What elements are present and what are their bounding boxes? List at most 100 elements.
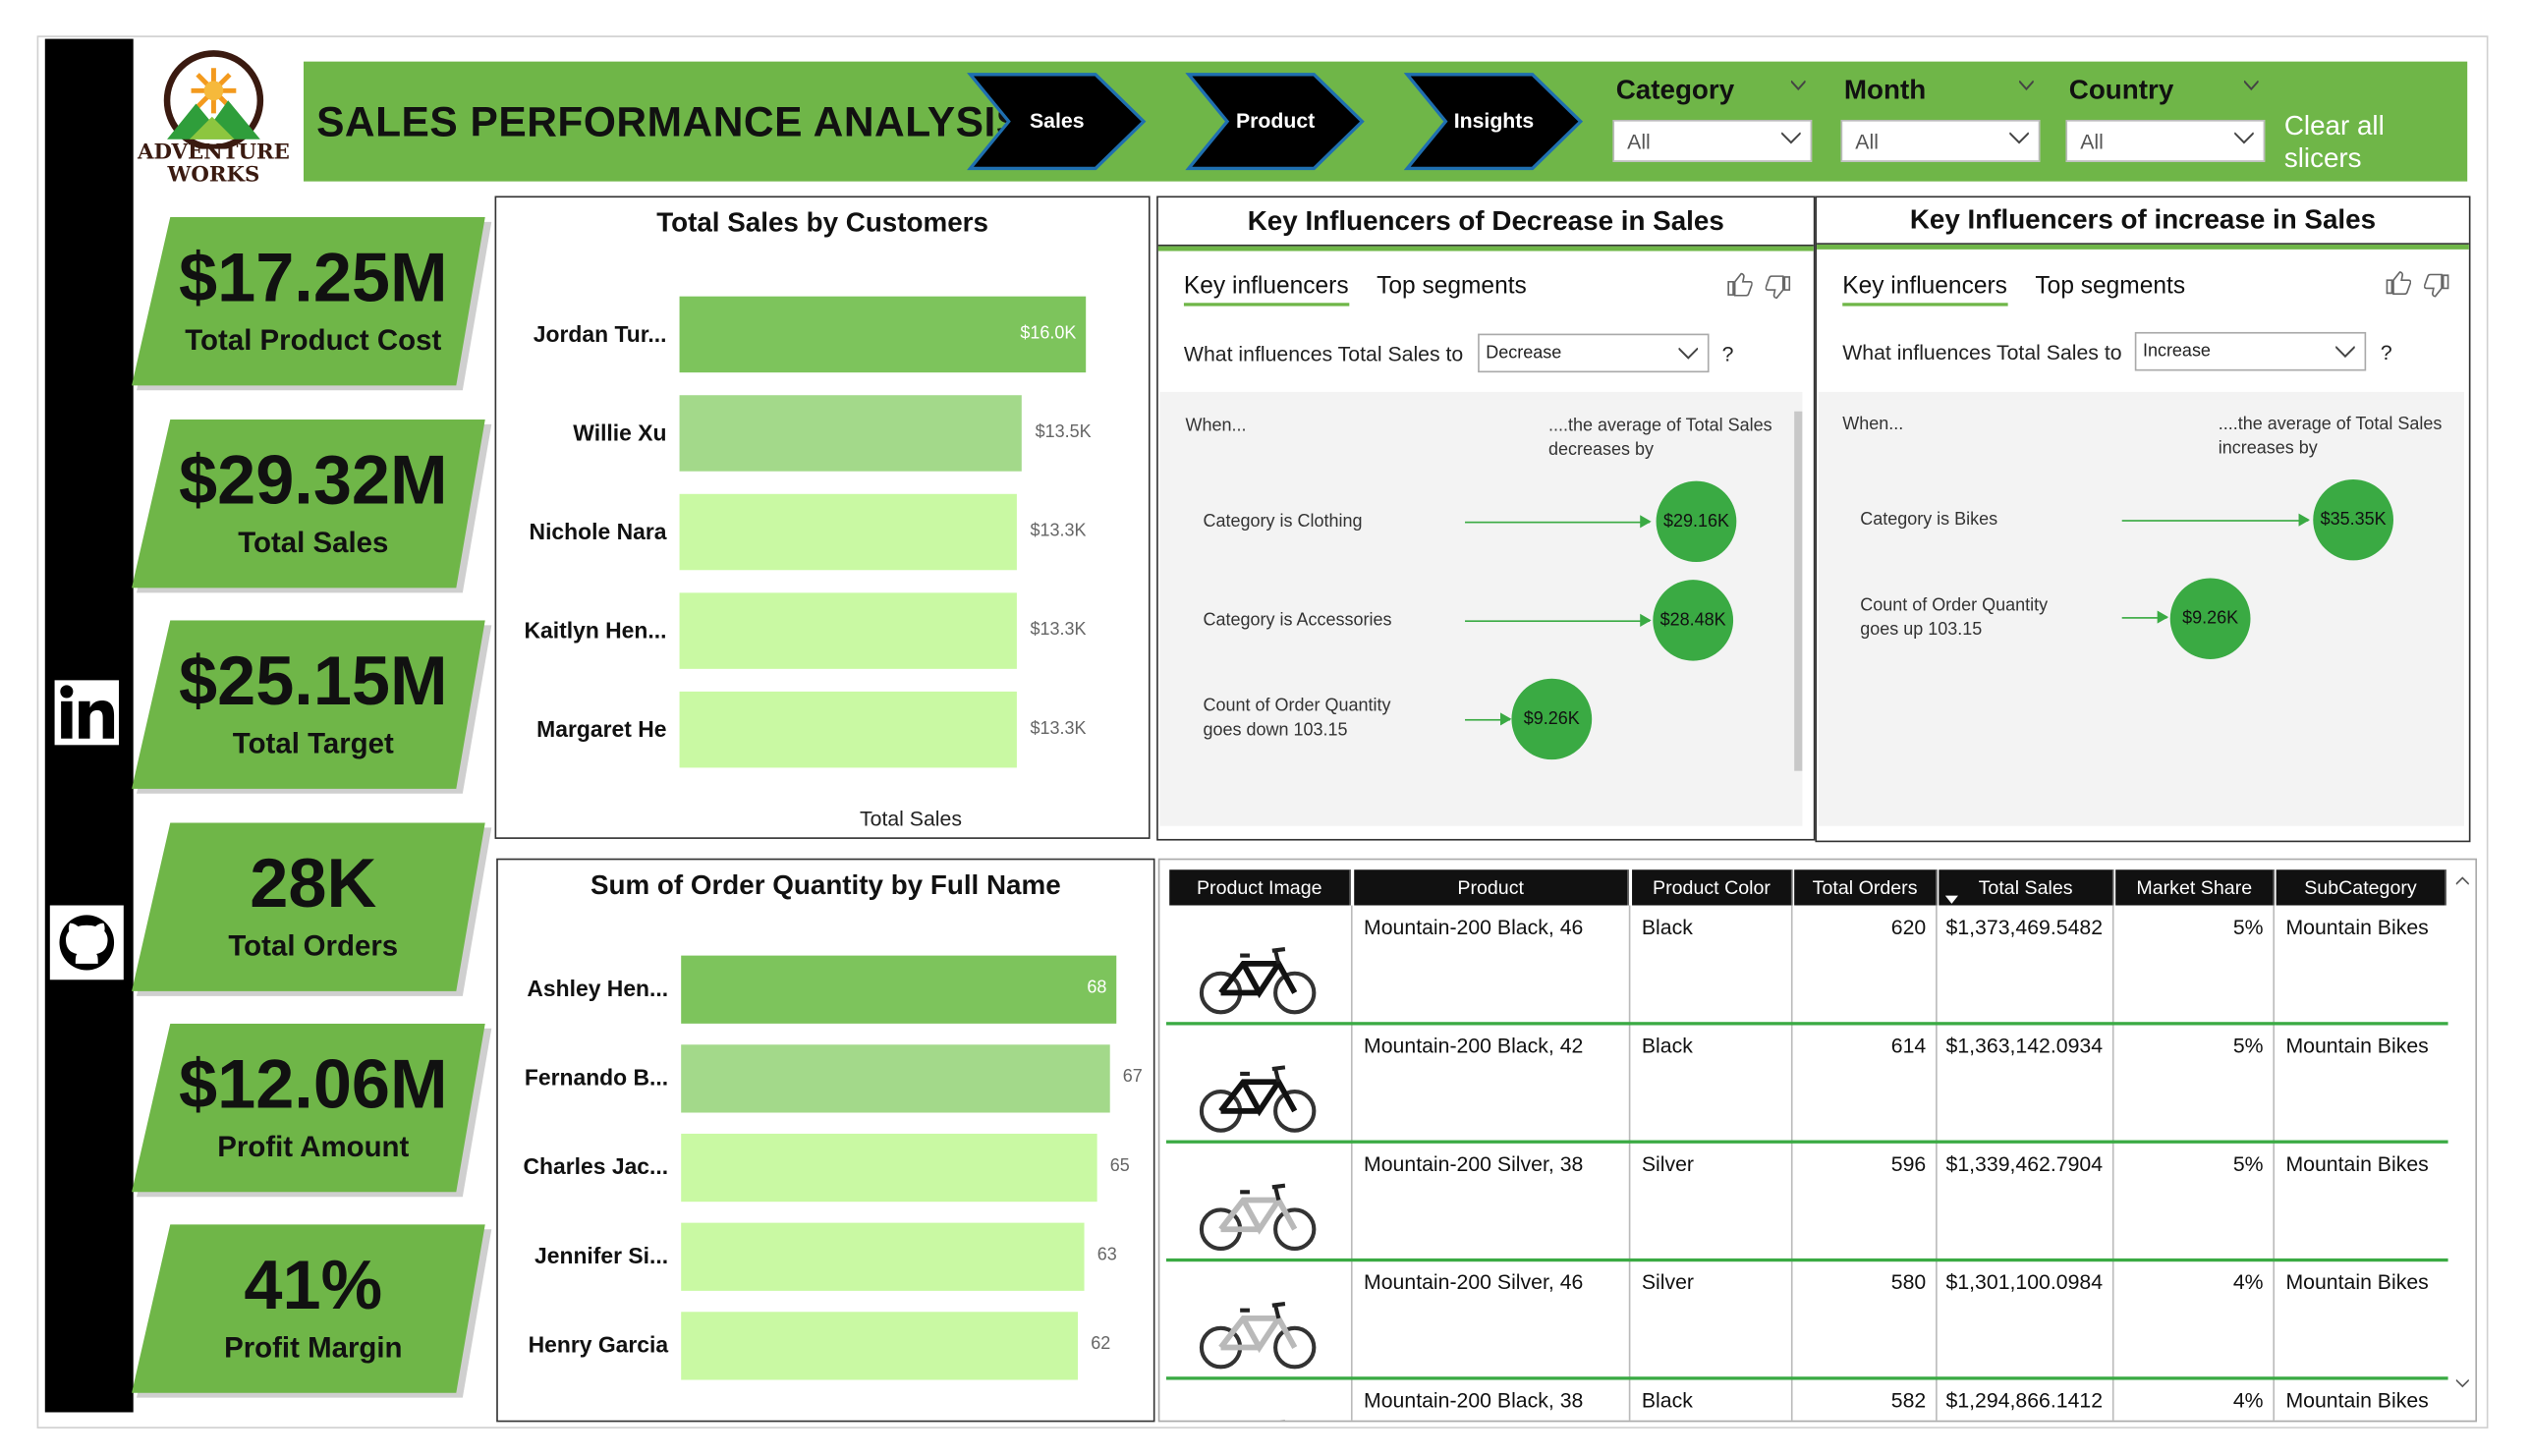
tab-top-segments[interactable]: Top segments: [1377, 271, 1527, 300]
table-cell-share: 4%: [2232, 1269, 2264, 1295]
brand-logo: ADVENTURE WORKS: [135, 45, 293, 195]
bar[interactable]: [679, 493, 1018, 571]
bike-image-icon: [1199, 1301, 1317, 1370]
influencer-direction-dropdown[interactable]: Decrease: [1478, 333, 1710, 373]
chevron-down-icon[interactable]: [1790, 78, 1806, 92]
thumbs-up-icon[interactable]: [2386, 270, 2411, 296]
table-row[interactable]: Mountain-200 Black, 46 Black 620 $1,373,469…: [1159, 906, 2450, 1023]
row-divider: [1165, 1140, 2448, 1144]
help-icon[interactable]: ?: [1721, 341, 1734, 366]
linkedin-icon[interactable]: [49, 673, 124, 749]
kpi-card: $29.32M Total Sales: [132, 419, 494, 594]
bar[interactable]: [679, 296, 1087, 373]
bar[interactable]: [679, 395, 1023, 472]
bar[interactable]: [679, 691, 1018, 768]
table-cell-sales: $1,363,142.0934: [1945, 1033, 2104, 1058]
influencer-direction-dropdown[interactable]: Increase: [2134, 331, 2367, 371]
sort-desc-icon[interactable]: [1944, 895, 1958, 904]
kpi-value: 28K: [250, 845, 377, 924]
influencer-value-bubble[interactable]: $28.48K: [1653, 580, 1734, 661]
kpi-label: Total Orders: [228, 929, 399, 963]
scroll-up-icon[interactable]: [2455, 876, 2469, 886]
kpi-card: $17.25M Total Product Cost: [132, 216, 494, 392]
brand-wordmark: ADVENTURE WORKS: [135, 141, 292, 189]
category-label: Nichole Nara: [529, 517, 667, 544]
scrollbar[interactable]: [1794, 411, 1803, 771]
slicer-month-dropdown[interactable]: All: [1840, 119, 2041, 162]
column-divider: [1628, 905, 1631, 1421]
slicer-category-value: All: [1627, 129, 1651, 154]
table-cell-sub: Mountain Bikes: [2285, 1033, 2429, 1058]
column-header[interactable]: Product Image: [1169, 869, 1351, 906]
bar-value-label: 68: [1087, 978, 1107, 998]
table-cell-orders: 596: [1890, 1151, 1927, 1176]
thumbs-up-icon[interactable]: [1727, 272, 1753, 297]
table-cell-color: Silver: [1641, 1151, 1695, 1176]
column-header[interactable]: Market Share: [2115, 869, 2276, 906]
column-header[interactable]: Product: [1354, 869, 1629, 906]
bike-image-icon: [1281, 1420, 1285, 1421]
panel-title: Key Influencers of Decrease in Sales: [1247, 205, 1724, 237]
slicer-category-dropdown[interactable]: All: [1612, 119, 1813, 162]
table-cell-sales: $1,294,866.1412: [1945, 1387, 2104, 1413]
bar[interactable]: [681, 1133, 1097, 1203]
category-label: Willie Xu: [573, 419, 667, 445]
chevron-down-icon[interactable]: [2243, 78, 2259, 92]
thumbs-down-icon[interactable]: [2424, 273, 2449, 299]
influencer-value-bubble[interactable]: $9.26K: [2169, 578, 2251, 659]
table-row[interactable]: Mountain-200 Black, 42 Black 614 $1,363,142…: [1159, 1024, 2450, 1141]
column-header[interactable]: Total Sales: [1939, 869, 2114, 906]
influencer-question: What influences Total Sales to: [1183, 341, 1464, 366]
tab-top-segments[interactable]: Top segments: [2035, 271, 2186, 300]
x-axis-label: Total Sales: [860, 806, 962, 831]
nav-button-product[interactable]: Product: [1185, 72, 1366, 172]
table-row[interactable]: Mountain-200 Silver, 46 Silver 580 $1,301,1…: [1159, 1260, 2450, 1377]
bar[interactable]: [681, 1222, 1085, 1291]
nav-button-insights[interactable]: Insights: [1403, 72, 1584, 172]
bike-image-icon: [1199, 1065, 1317, 1133]
table-cell-share: 5%: [2232, 1033, 2264, 1058]
thumbs-down-icon[interactable]: [1765, 275, 1791, 300]
help-icon[interactable]: ?: [2380, 340, 2392, 364]
tab-key-influencers[interactable]: Key influencers: [1842, 272, 2007, 307]
adventure-works-logo-icon: [163, 50, 264, 149]
chart-title: Total Sales by Customers: [656, 207, 988, 239]
influencer-arrow: [1465, 515, 1652, 529]
clear-slicers-button[interactable]: Clear all slicers: [2283, 110, 2385, 174]
category-label: Fernando B...: [524, 1064, 669, 1091]
table-row[interactable]: Mountain-200 Silver, 38 Silver 596 $1,339,4…: [1159, 1142, 2450, 1259]
column-header[interactable]: SubCategory: [2276, 869, 2446, 906]
chevron-down-icon: [1781, 132, 1801, 144]
influencer-value-bubble[interactable]: $29.16K: [1656, 480, 1737, 563]
github-icon[interactable]: [49, 905, 124, 980]
kpi-value: $29.32M: [179, 442, 448, 521]
table-scrollbar[interactable]: [2454, 867, 2470, 1404]
table-cell-share: 4%: [2232, 1387, 2264, 1413]
brand-line-2: WORKS: [167, 163, 260, 189]
scroll-down-icon[interactable]: [2455, 1378, 2469, 1388]
bar[interactable]: [681, 955, 1117, 1024]
kpi-card-shape: [132, 620, 492, 794]
bar[interactable]: [681, 1312, 1079, 1380]
chevron-down-icon[interactable]: [2019, 78, 2034, 92]
table-cell-orders: 582: [1890, 1387, 1927, 1413]
left-nav-bar: [44, 38, 134, 1413]
kpi-value: 41%: [244, 1247, 383, 1325]
nav-arrow-shape: [1403, 73, 1584, 171]
table-row[interactable]: Mountain-200 Black, 38 Black 582 $1,294,866…: [1159, 1378, 2450, 1421]
nav-button-sales[interactable]: Sales: [967, 72, 1147, 172]
bar[interactable]: [679, 592, 1018, 669]
column-header[interactable]: Total Orders: [1794, 869, 1938, 906]
bar-value-label: $16.0K: [1020, 322, 1077, 343]
bar-value-label: 65: [1109, 1156, 1130, 1176]
tab-key-influencers[interactable]: Key influencers: [1183, 272, 1349, 307]
category-label: Charles Jac...: [523, 1152, 669, 1180]
column-header[interactable]: Product Color: [1632, 869, 1793, 906]
panel-title: Key Influencers of increase in Sales: [1909, 203, 2377, 236]
table-cell-orders: 580: [1890, 1269, 1927, 1295]
slicer-country-dropdown[interactable]: All: [2065, 119, 2266, 162]
influencer-value-bubble[interactable]: $35.35K: [2313, 478, 2394, 561]
row-divider: [1165, 1258, 2448, 1262]
influencer-value-bubble[interactable]: $9.26K: [1511, 678, 1593, 760]
bar[interactable]: [681, 1044, 1110, 1113]
